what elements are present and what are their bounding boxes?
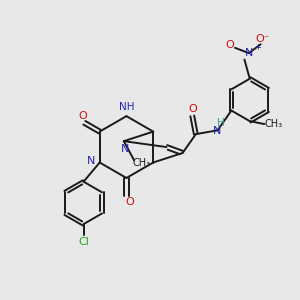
Text: N: N [213,126,222,136]
Text: Cl: Cl [78,237,89,247]
Text: O: O [188,104,197,114]
Text: +: + [254,43,261,52]
Text: O: O [79,111,87,121]
Text: O⁻: O⁻ [256,34,270,44]
Text: N: N [121,144,130,154]
Text: CH₃: CH₃ [132,158,151,168]
Text: NH: NH [119,102,134,112]
Text: O: O [126,197,134,207]
Text: N: N [87,156,95,166]
Text: O: O [225,40,234,50]
Text: CH₃: CH₃ [264,119,282,129]
Text: N: N [245,48,253,58]
Text: H: H [217,118,225,128]
